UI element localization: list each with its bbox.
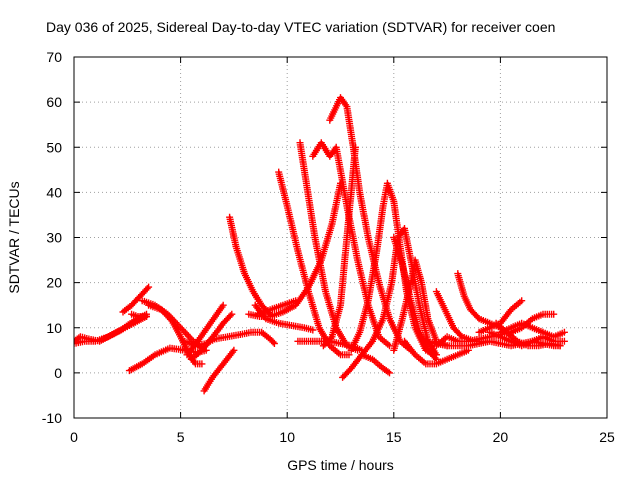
y-tick-label: 10 — [46, 320, 62, 336]
data-marker-track — [74, 310, 150, 347]
series-track-24 — [358, 351, 393, 377]
data-marker-track — [183, 301, 227, 359]
plot-border — [73, 56, 608, 419]
chart-title: Day 036 of 2025, Sidereal Day-to-day VTE… — [46, 19, 555, 35]
y-tick-labels: -10 0 10 20 30 40 50 60 70 — [42, 49, 62, 426]
series-track-16 — [251, 301, 317, 334]
x-tick-label: 0 — [70, 429, 78, 445]
series-track-11 — [200, 346, 238, 395]
x-axis-label: GPS time / hours — [287, 457, 394, 473]
series-track-10 — [187, 310, 236, 363]
data-marker-track — [496, 319, 568, 341]
series-track-17 — [296, 139, 362, 354]
grid — [74, 57, 607, 418]
y-tick-label: 70 — [46, 49, 62, 65]
y-tick-label: 0 — [54, 365, 62, 381]
x-tick-label: 5 — [177, 429, 185, 445]
axis-ticks — [73, 56, 608, 419]
data-marker-track — [119, 283, 153, 316]
x-tick-label: 15 — [386, 429, 402, 445]
series-track-04 — [128, 310, 150, 320]
series-track-35 — [422, 337, 564, 350]
data-marker-track — [275, 168, 353, 359]
data-marker-track — [296, 139, 362, 354]
data-marker-track — [358, 351, 393, 377]
x-tick-label: 10 — [279, 429, 295, 445]
series-track-09 — [183, 301, 227, 359]
x-tick-label: 25 — [599, 429, 615, 445]
x-tick-labels: 0 5 10 15 20 25 — [70, 429, 615, 445]
series-track-15 — [275, 168, 353, 359]
data-marker-track — [226, 213, 274, 318]
data-marker-track — [251, 301, 317, 334]
y-tick-label: 50 — [46, 139, 62, 155]
series-track-34 — [496, 319, 568, 341]
data-marker-track — [128, 310, 150, 320]
y-tick-label: -10 — [42, 410, 62, 426]
series-track-27 — [401, 337, 472, 368]
data-marker-track — [200, 346, 238, 395]
data-marker-track — [422, 337, 564, 350]
series-track-07 — [125, 344, 210, 375]
data-marker-track — [187, 310, 236, 363]
series-track-12 — [226, 213, 274, 318]
y-axis-label: SDTVAR / TECUs — [6, 181, 22, 293]
data-marker-track — [390, 256, 451, 354]
data-marker-track — [339, 225, 440, 381]
y-tick-label: 40 — [46, 184, 62, 200]
series-track-23 — [339, 225, 440, 381]
y-tick-label: 60 — [46, 94, 62, 110]
series-track-26 — [390, 256, 451, 354]
series-track-03 — [119, 283, 153, 316]
x-tick-label: 20 — [493, 429, 509, 445]
data-marker-track — [401, 337, 472, 368]
data-layer — [74, 94, 568, 395]
y-tick-label: 30 — [46, 230, 62, 246]
data-marker-track — [125, 344, 210, 375]
series-track-02 — [74, 310, 150, 347]
y-tick-label: 20 — [46, 275, 62, 291]
